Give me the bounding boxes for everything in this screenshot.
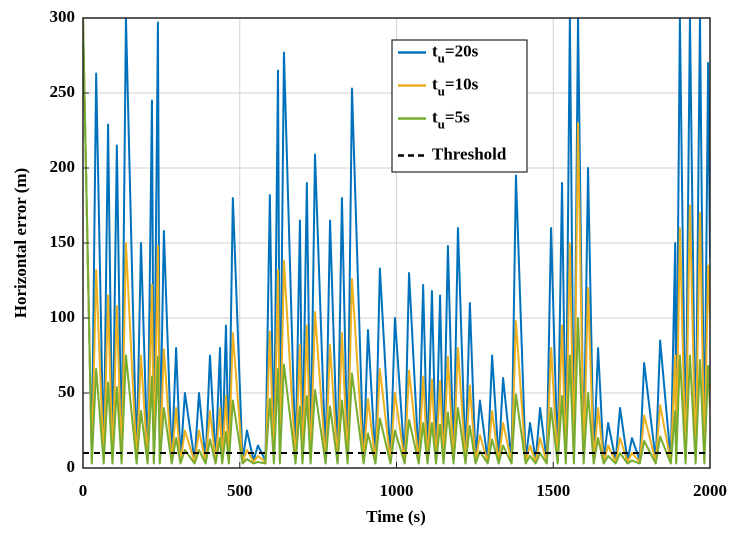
series-line (83, 18, 710, 465)
legend-box (391, 39, 528, 173)
y-tick-label: 100 (50, 307, 76, 326)
y-tick-label: 0 (67, 457, 76, 476)
series-line (83, 18, 710, 462)
y-tick-label: 300 (50, 7, 76, 26)
x-tick-label: 2000 (693, 481, 727, 500)
y-tick-label: 150 (50, 232, 76, 251)
y-tick-label: 50 (58, 382, 75, 401)
x-tick-label: 1500 (536, 481, 570, 500)
x-tick-label: 500 (227, 481, 253, 500)
legend-label: tu=5s (432, 107, 470, 131)
y-tick-label: 250 (50, 82, 76, 101)
x-tick-label: 1000 (380, 481, 414, 500)
legend-label: tu=10s (432, 74, 479, 98)
legend-label: Threshold (432, 144, 507, 163)
x-axis-label: Time (s) (366, 507, 426, 526)
x-tick-label: 0 (79, 481, 88, 500)
legend-label: tu=20s (432, 41, 479, 65)
y-axis-label: Horizontal error (m) (11, 168, 30, 318)
y-tick-label: 200 (50, 157, 76, 176)
